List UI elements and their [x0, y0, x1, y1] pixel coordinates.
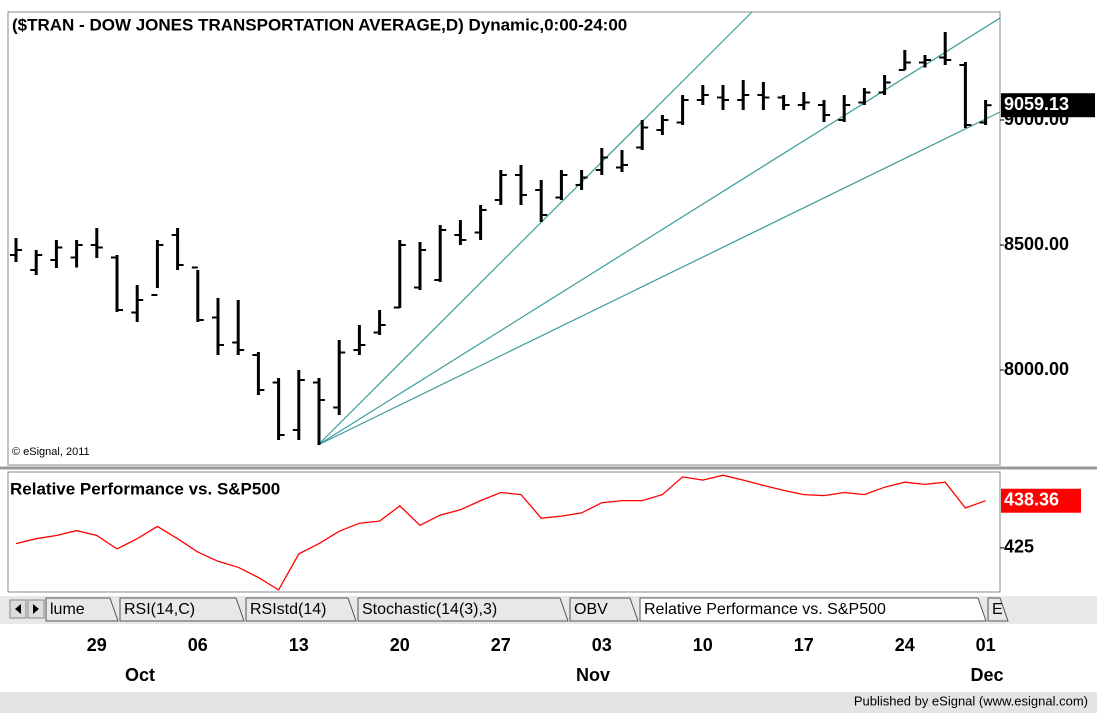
y-tick-label: 8500.00	[1004, 234, 1069, 254]
footer: Published by eSignal (www.esignal.com)	[854, 693, 1088, 708]
x-tick-label: 27	[491, 635, 511, 655]
tab-label[interactable]: E	[992, 601, 1003, 618]
fan-line	[317, 17, 1000, 446]
tab[interactable]	[987, 597, 1009, 622]
tab[interactable]	[45, 597, 119, 622]
arrow	[15, 604, 21, 614]
month-label: Nov	[576, 665, 610, 685]
copyright: © eSignal, 2011	[12, 446, 90, 458]
tab-label[interactable]: lume	[50, 601, 85, 618]
tab-label[interactable]: Stochastic(14(3),3)	[362, 601, 497, 618]
tab[interactable]	[119, 597, 245, 622]
last-value-tag	[1001, 488, 1081, 513]
tab-label[interactable]: RSI(14,C)	[124, 601, 195, 618]
price-panel	[7, 11, 1001, 466]
x-tick-label: 29	[87, 635, 107, 655]
y-tick-label: 425	[1004, 537, 1034, 557]
rp-line	[15, 474, 986, 591]
x-tick-label: 01	[976, 635, 996, 655]
status-bar	[0, 692, 1097, 713]
ohlc-bars	[10, 32, 992, 445]
last-price: 9059.13	[1004, 94, 1069, 114]
tab-label[interactable]: RSIstd(14)	[250, 601, 326, 618]
gann-fan	[317, 12, 1000, 446]
x-tick-label: 24	[895, 635, 915, 655]
month-label: Dec	[970, 665, 1003, 685]
tab[interactable]	[639, 597, 987, 622]
tab[interactable]	[245, 597, 357, 622]
fan-line	[317, 12, 753, 446]
fan-line	[317, 111, 1000, 446]
rp-panel	[7, 471, 1001, 593]
tab[interactable]	[357, 597, 569, 622]
tab-label[interactable]: OBV	[574, 601, 608, 618]
y-tick-label: 8000.00	[1004, 359, 1069, 379]
x-tick-label: 06	[188, 635, 208, 655]
x-tick-label: 17	[794, 635, 814, 655]
x-tick-label: 20	[390, 635, 410, 655]
x-tick-label: 03	[592, 635, 612, 655]
last-value: 438.36	[1004, 489, 1059, 509]
x-tick-label: 13	[289, 635, 309, 655]
x-tick-label: 10	[693, 635, 713, 655]
month-label: Oct	[125, 665, 155, 685]
tab-label[interactable]: Relative Performance vs. S&P500	[644, 601, 886, 618]
tab[interactable]	[569, 597, 639, 622]
last-price-tag	[1001, 93, 1095, 118]
chart-title: ($TRAN - DOW JONES TRANSPORTATION AVERAG…	[12, 15, 627, 34]
arrow	[33, 604, 39, 614]
rp-title: Relative Performance vs. S&P500	[10, 479, 280, 498]
